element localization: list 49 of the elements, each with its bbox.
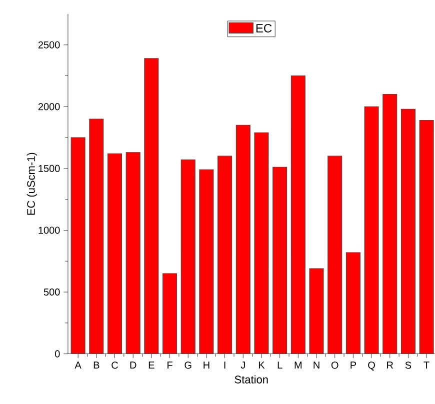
x-tick-label: Q [368,362,375,371]
x-tick-label: T [424,362,430,369]
x-tick-label: L [278,362,282,369]
bar [290,76,306,354]
x-tick-label: P [350,362,356,369]
x-tick-label: S [405,362,412,369]
x-tick-label: J [240,362,245,369]
x-tick-label: C [112,362,118,369]
y-tick-label: 2000 [38,103,60,110]
x-tick-label: G [184,362,192,369]
x-tick-label: R [387,362,394,369]
bar [180,160,196,354]
bar [107,153,122,354]
bar [309,268,324,354]
bar [419,120,434,354]
y-tick-label: 1500 [38,165,60,172]
x-tick-label: A [74,362,82,369]
bar [89,118,104,354]
x-tick-label: I [224,362,226,369]
x-tick-label: K [258,362,265,369]
bar [254,132,269,354]
legend-label: EC [256,24,272,33]
y-axis-title: EC (uScm-1) [26,152,38,215]
bar [199,169,214,354]
bar [126,152,140,354]
y-tick-label: 1000 [38,226,60,234]
x-tick-label: F [168,362,172,369]
bar [382,94,398,354]
bar [346,252,360,354]
x-tick-label: H [204,362,210,369]
bar [236,125,250,354]
bar [70,137,86,354]
x-tick-label: O [331,362,338,369]
x-tick-label: D [130,362,136,369]
bar [328,156,342,354]
bar [144,58,159,354]
x-tick-label: M [294,362,302,369]
x-tick-label: B [94,362,100,369]
y-tick-label: 500 [44,288,60,296]
y-tick-label: 2500 [38,41,60,49]
bar [218,156,232,354]
bar [162,273,178,354]
y-tick-label: 0 [55,350,60,358]
x-tick-label: E [148,362,154,369]
bar [272,167,288,354]
x-axis-title: Station [234,375,268,384]
x-tick-label: N [314,362,320,369]
bar [400,108,416,354]
bar [364,106,379,354]
